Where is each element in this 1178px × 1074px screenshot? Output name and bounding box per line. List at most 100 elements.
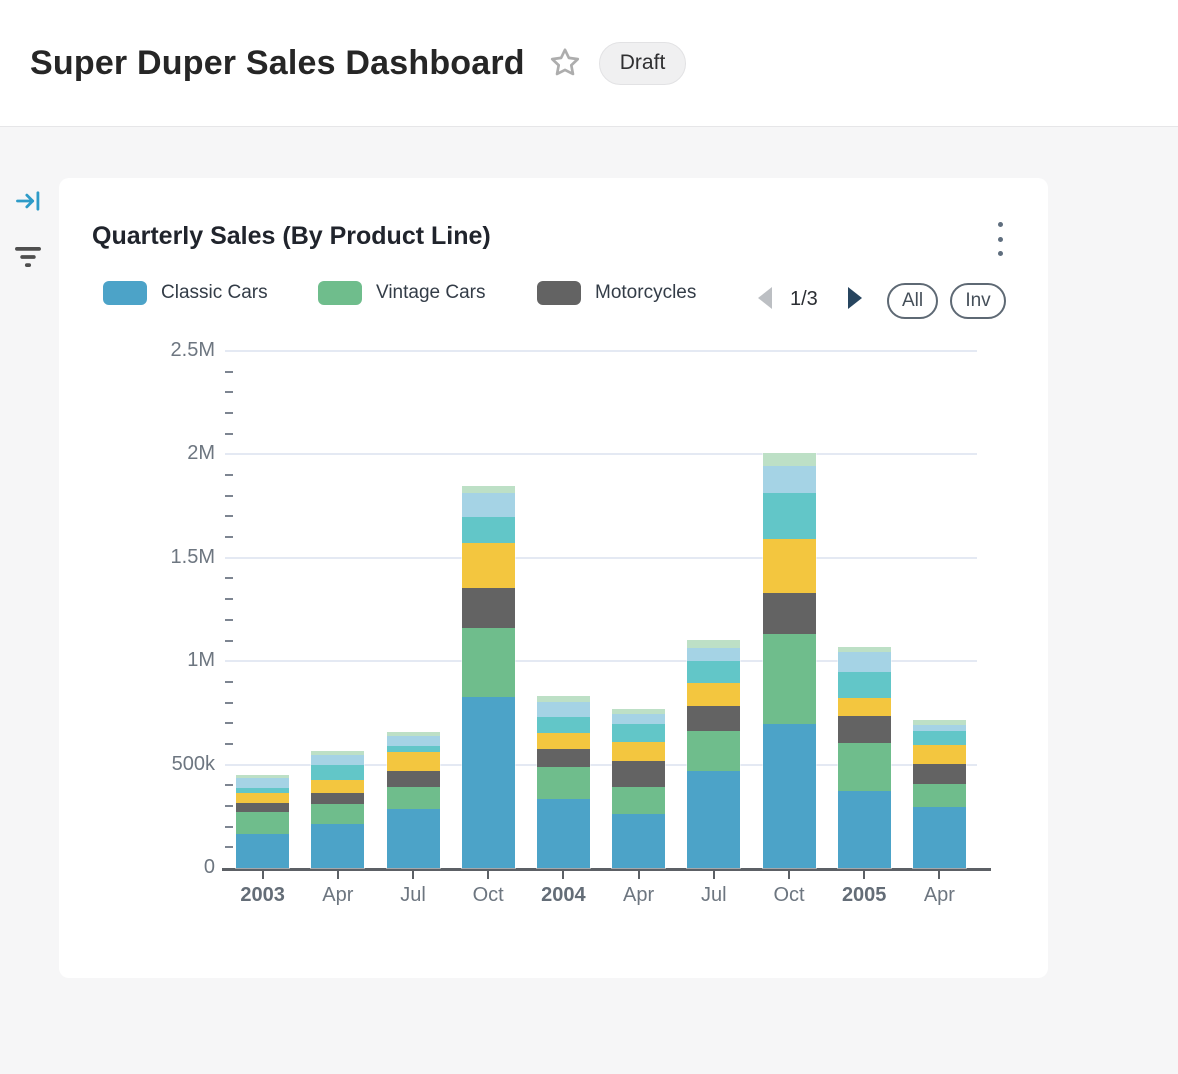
bar-segment[interactable] <box>612 814 666 868</box>
bar-segment[interactable] <box>687 730 741 772</box>
bar-segment[interactable] <box>311 754 365 766</box>
bar-segment[interactable] <box>311 750 365 755</box>
bar-segment[interactable] <box>536 766 590 799</box>
bar-segment[interactable] <box>536 732 590 750</box>
bar-segment[interactable] <box>536 701 590 718</box>
bar-2003[interactable] <box>235 774 291 869</box>
x-axis-label: Oct <box>472 884 504 906</box>
legend-item-vintage-cars[interactable]: Vintage Cars <box>318 281 486 305</box>
bar-2005[interactable] <box>836 645 892 869</box>
bar-segment[interactable] <box>612 760 666 788</box>
bar-2004[interactable] <box>535 695 591 869</box>
bar-segment[interactable] <box>912 725 966 732</box>
bar-segment[interactable] <box>837 791 891 868</box>
y-minor-tick <box>225 825 233 828</box>
bar-segment[interactable] <box>236 778 290 788</box>
bar-segment[interactable] <box>837 697 891 716</box>
bar-segment[interactable] <box>311 765 365 780</box>
bar-segment[interactable] <box>837 672 891 698</box>
bar-segment[interactable] <box>386 752 440 771</box>
y-minor-tick <box>225 370 233 373</box>
bar-segment[interactable] <box>837 715 891 744</box>
bar-segment[interactable] <box>311 779 365 793</box>
bar-segment[interactable] <box>236 793 290 803</box>
bar-segment[interactable] <box>762 452 816 467</box>
collapse-panel-icon[interactable] <box>14 187 42 215</box>
bar-segment[interactable] <box>536 798 590 868</box>
bar-segment[interactable] <box>837 652 891 673</box>
bar-segment[interactable] <box>912 806 966 868</box>
bar-segment[interactable] <box>536 717 590 733</box>
bar-oct[interactable] <box>761 451 817 869</box>
bar-segment[interactable] <box>912 731 966 745</box>
bar-segment[interactable] <box>386 735 440 746</box>
bar-segment[interactable] <box>311 823 365 868</box>
bar-segment[interactable] <box>386 809 440 868</box>
bar-segment[interactable] <box>687 682 741 707</box>
bar-segment[interactable] <box>912 744 966 764</box>
legend-item-motorcycles[interactable]: Motorcycles <box>537 281 696 305</box>
bar-segment[interactable] <box>762 466 816 494</box>
bar-segment[interactable] <box>612 787 666 815</box>
kebab-menu-icon[interactable] <box>990 222 1010 256</box>
page-body: Quarterly Sales (By Product Line) Classi… <box>0 127 1178 1074</box>
bar-segment[interactable] <box>386 787 440 810</box>
bar-apr[interactable] <box>911 718 967 869</box>
bar-segment[interactable] <box>612 723 666 743</box>
x-axis-label: 2005 <box>841 884 887 906</box>
legend-item-classic-cars[interactable]: Classic Cars <box>103 281 268 305</box>
legend-select-all-button[interactable]: All <box>887 283 938 319</box>
y-minor-tick <box>225 701 233 704</box>
bar-oct[interactable] <box>460 484 516 869</box>
bar-segment[interactable] <box>236 775 290 779</box>
bar-segment[interactable] <box>762 593 816 634</box>
bar-segment[interactable] <box>687 660 741 683</box>
bar-segment[interactable] <box>461 697 515 868</box>
bar-segment[interactable] <box>236 802 290 813</box>
bar-segment[interactable] <box>236 833 290 868</box>
bar-segment[interactable] <box>837 646 891 653</box>
bar-jul[interactable] <box>385 730 441 869</box>
filter-icon[interactable] <box>14 243 42 271</box>
bar-segment[interactable] <box>612 713 666 724</box>
bar-segment[interactable] <box>461 587 515 629</box>
y-minor-tick <box>225 680 233 683</box>
bar-segment[interactable] <box>461 628 515 698</box>
bar-segment[interactable] <box>311 804 365 824</box>
y-minor-tick <box>225 577 233 580</box>
bar-segment[interactable] <box>912 783 966 807</box>
bar-segment[interactable] <box>461 493 515 518</box>
bar-segment[interactable] <box>687 639 741 648</box>
bar-segment[interactable] <box>236 787 290 794</box>
legend-prev-page-icon[interactable] <box>758 287 772 309</box>
bar-segment[interactable] <box>762 493 816 539</box>
bar-segment[interactable] <box>912 763 966 784</box>
legend-invert-button[interactable]: Inv <box>950 283 1006 319</box>
favorite-star-icon[interactable] <box>547 45 583 81</box>
y-minor-tick <box>225 639 233 642</box>
bar-segment[interactable] <box>687 647 741 661</box>
bar-segment[interactable] <box>461 543 515 588</box>
bar-segment[interactable] <box>461 517 515 544</box>
bar-segment[interactable] <box>762 538 816 594</box>
bar-segment[interactable] <box>912 719 966 726</box>
bar-segment[interactable] <box>386 770 440 788</box>
bar-segment[interactable] <box>687 706 741 731</box>
bar-segment[interactable] <box>687 771 741 868</box>
bar-apr[interactable] <box>611 708 667 869</box>
bar-segment[interactable] <box>837 743 891 792</box>
bar-segment[interactable] <box>236 812 290 834</box>
bar-segment[interactable] <box>612 742 666 761</box>
bar-segment[interactable] <box>536 696 590 702</box>
bar-segment[interactable] <box>461 485 515 494</box>
bar-segment[interactable] <box>612 709 666 714</box>
bar-apr[interactable] <box>310 749 366 869</box>
bar-segment[interactable] <box>762 724 816 868</box>
legend-next-page-icon[interactable] <box>848 287 862 309</box>
bar-segment[interactable] <box>762 633 816 725</box>
bar-segment[interactable] <box>536 749 590 767</box>
bar-segment[interactable] <box>311 792 365 805</box>
bar-segment[interactable] <box>386 745 440 753</box>
bar-segment[interactable] <box>386 731 440 736</box>
bar-jul[interactable] <box>686 638 742 869</box>
